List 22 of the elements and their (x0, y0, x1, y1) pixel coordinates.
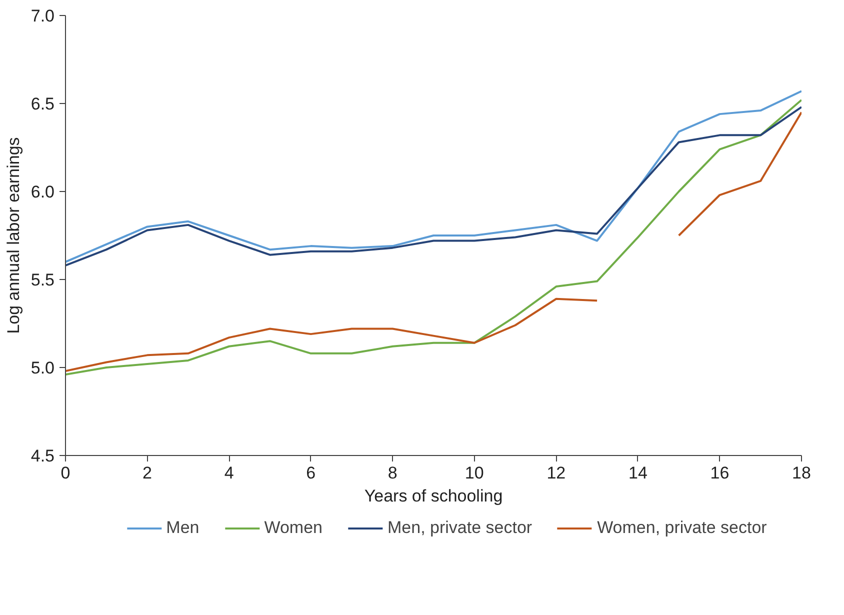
x-tick-label: 16 (710, 464, 730, 482)
y-tick-label: 4.5 (30, 446, 55, 466)
legend-label: Women, private sector (597, 518, 767, 538)
y-tick-label: 6.0 (30, 182, 55, 202)
x-axis-title: Years of schooling (364, 486, 503, 506)
x-tick-label: 10 (464, 464, 484, 482)
x-tick-label: 12 (546, 464, 566, 482)
y-tick-label: 5.0 (30, 358, 55, 378)
x-tick-label: 6 (306, 464, 316, 482)
legend-label: Men, private sector (388, 518, 532, 538)
y-tick-label: 7.0 (30, 6, 55, 26)
x-tick-label: 18 (792, 464, 811, 482)
x-tick-label: 8 (388, 464, 398, 482)
y-tick-label: 6.5 (30, 94, 55, 114)
x-tick-label: 0 (60, 464, 70, 482)
x-tick-label: 4 (224, 464, 234, 482)
x-tick-label: 14 (628, 464, 648, 482)
y-tick-label: 5.5 (30, 270, 55, 290)
legend-label: Women (264, 518, 323, 538)
legend-label: Men (166, 518, 200, 538)
y-axis-title: Log annual labor earnings (4, 137, 23, 334)
x-tick-label: 2 (142, 464, 152, 482)
